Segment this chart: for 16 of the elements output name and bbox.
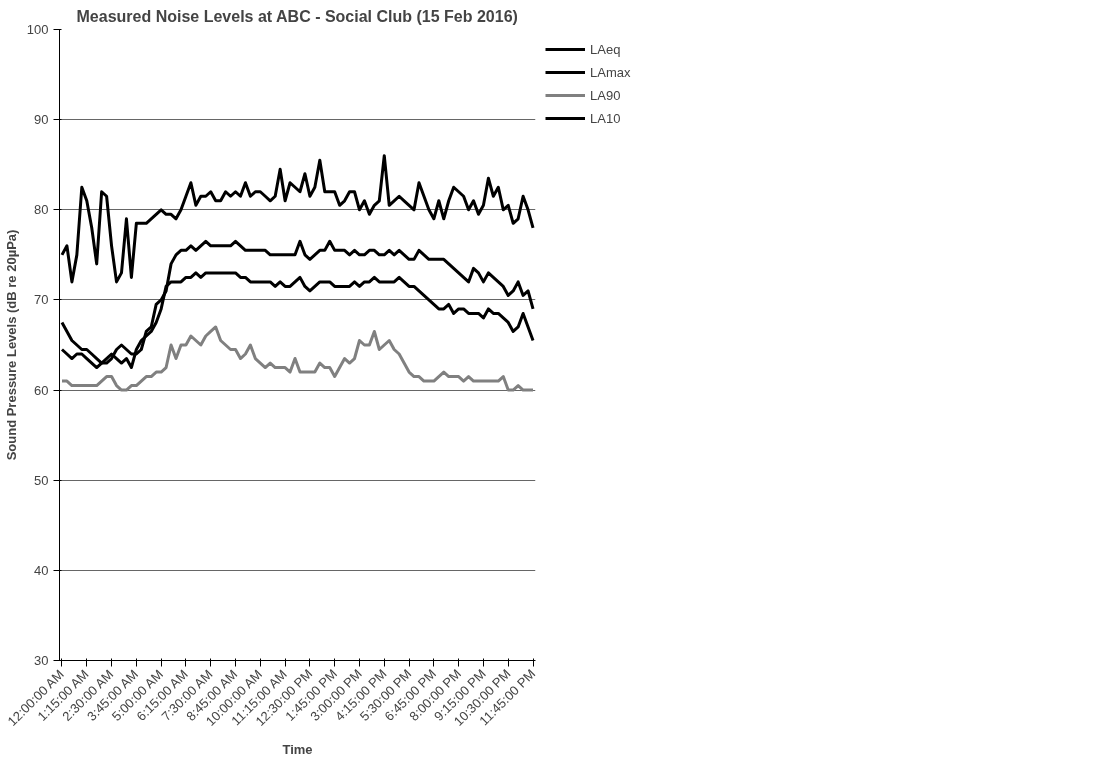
legend-label: LA90 <box>590 87 621 103</box>
y-tick-label: 40 <box>34 562 49 578</box>
y-tick-label: 50 <box>34 472 49 488</box>
legend-label: LA10 <box>590 110 621 126</box>
legend-label: LAeq <box>590 41 621 57</box>
y-tick-label: 100 <box>26 22 49 37</box>
y-tick-label: 80 <box>34 202 49 218</box>
legend-label: LAmax <box>590 64 631 80</box>
y-tick-label: 90 <box>34 112 49 128</box>
y-tick-label: 30 <box>34 653 49 668</box>
chart-title: Measured Noise Levels at ABC - Social Club (15 Feb 2016) <box>76 7 518 25</box>
y-axis-title: Sound Pressure Levels (dB re 20µPa) <box>3 229 19 461</box>
y-tick-label: 60 <box>34 382 49 398</box>
y-tick-label: 70 <box>34 292 49 308</box>
x-axis-title: Time <box>282 742 313 758</box>
line-series <box>60 325 535 392</box>
